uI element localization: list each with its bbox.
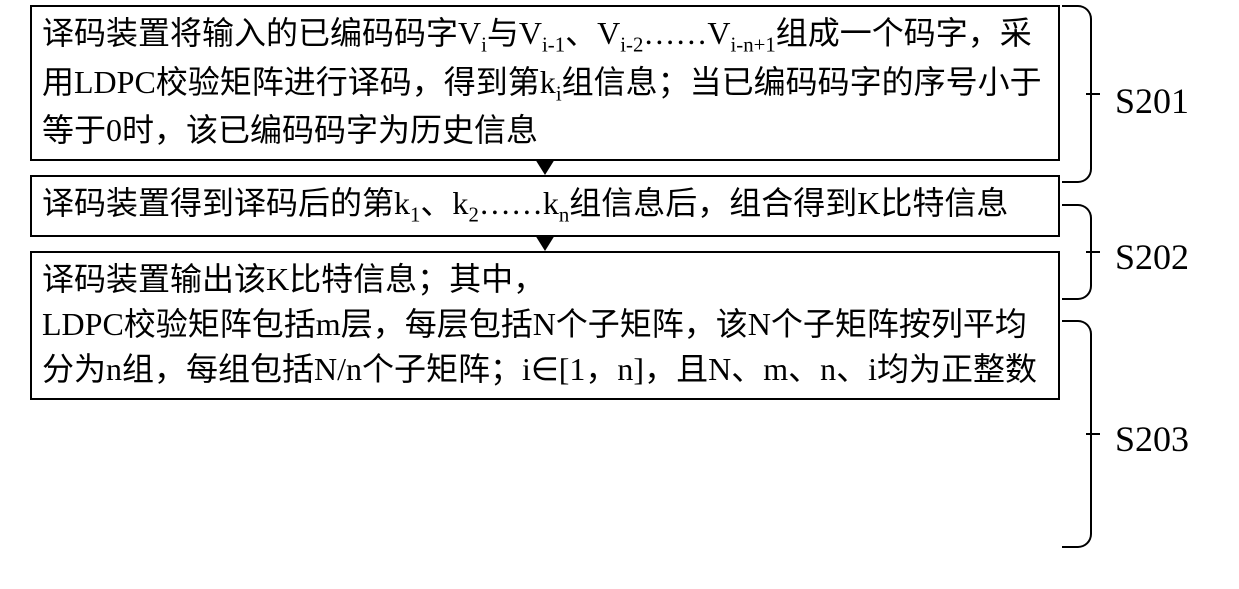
- brace-s201: [1062, 5, 1092, 183]
- label-s203: S203: [1115, 418, 1189, 460]
- arrow-1: [30, 161, 1060, 175]
- brace-s203: [1062, 320, 1092, 548]
- flowchart: 译码装置将输入的已编码码字Vi与Vi-1、Vi-2……Vi-n+1组成一个码字，…: [30, 5, 1060, 400]
- arrow-2: [30, 237, 1060, 251]
- step-s201: 译码装置将输入的已编码码字Vi与Vi-1、Vi-2……Vi-n+1组成一个码字，…: [30, 5, 1060, 161]
- brace-s202: [1062, 204, 1092, 300]
- label-s202: S202: [1115, 236, 1189, 278]
- label-s201: S201: [1115, 80, 1189, 122]
- step-s202: 译码装置得到译码后的第k1、k2……kn组信息后，组合得到K比特信息: [30, 175, 1060, 238]
- step-s203: 译码装置输出该K比特信息；其中，LDPC校验矩阵包括m层，每层包括N个子矩阵，该…: [30, 251, 1060, 399]
